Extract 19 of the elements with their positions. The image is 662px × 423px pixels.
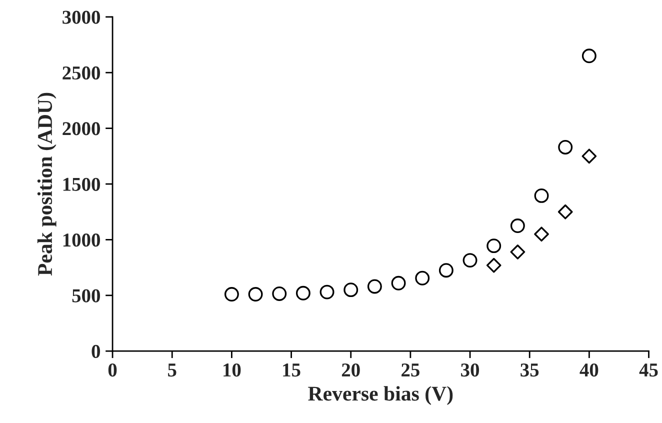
x-tick-label: 35 xyxy=(520,364,539,377)
x-tick-label: 20 xyxy=(342,363,360,377)
x-tick-label: 10 xyxy=(224,363,241,377)
x-axis-title: Reverse bias (V) xyxy=(308,386,453,405)
x-tick-label: 5 xyxy=(168,364,176,377)
y-tick-label: 3000 xyxy=(62,10,100,24)
y-tick-label: 1500 xyxy=(63,178,100,191)
x-tick-label: 0 xyxy=(108,363,117,377)
x-tick-label: 45 xyxy=(639,364,658,377)
y-tick-label: 2000 xyxy=(62,122,100,136)
y-axis-title: Peak position (ADU) xyxy=(37,92,56,276)
y-tick-label: 0 xyxy=(92,344,100,358)
y-tick-label: 1000 xyxy=(63,234,100,247)
y-tick-label: 500 xyxy=(72,289,100,302)
x-tick-label: 30 xyxy=(461,363,479,377)
x-tick-label: 25 xyxy=(402,364,420,377)
y-tick-label: 2500 xyxy=(62,66,100,80)
x-tick-label: 40 xyxy=(580,363,598,377)
x-tick-label: 15 xyxy=(283,364,300,377)
